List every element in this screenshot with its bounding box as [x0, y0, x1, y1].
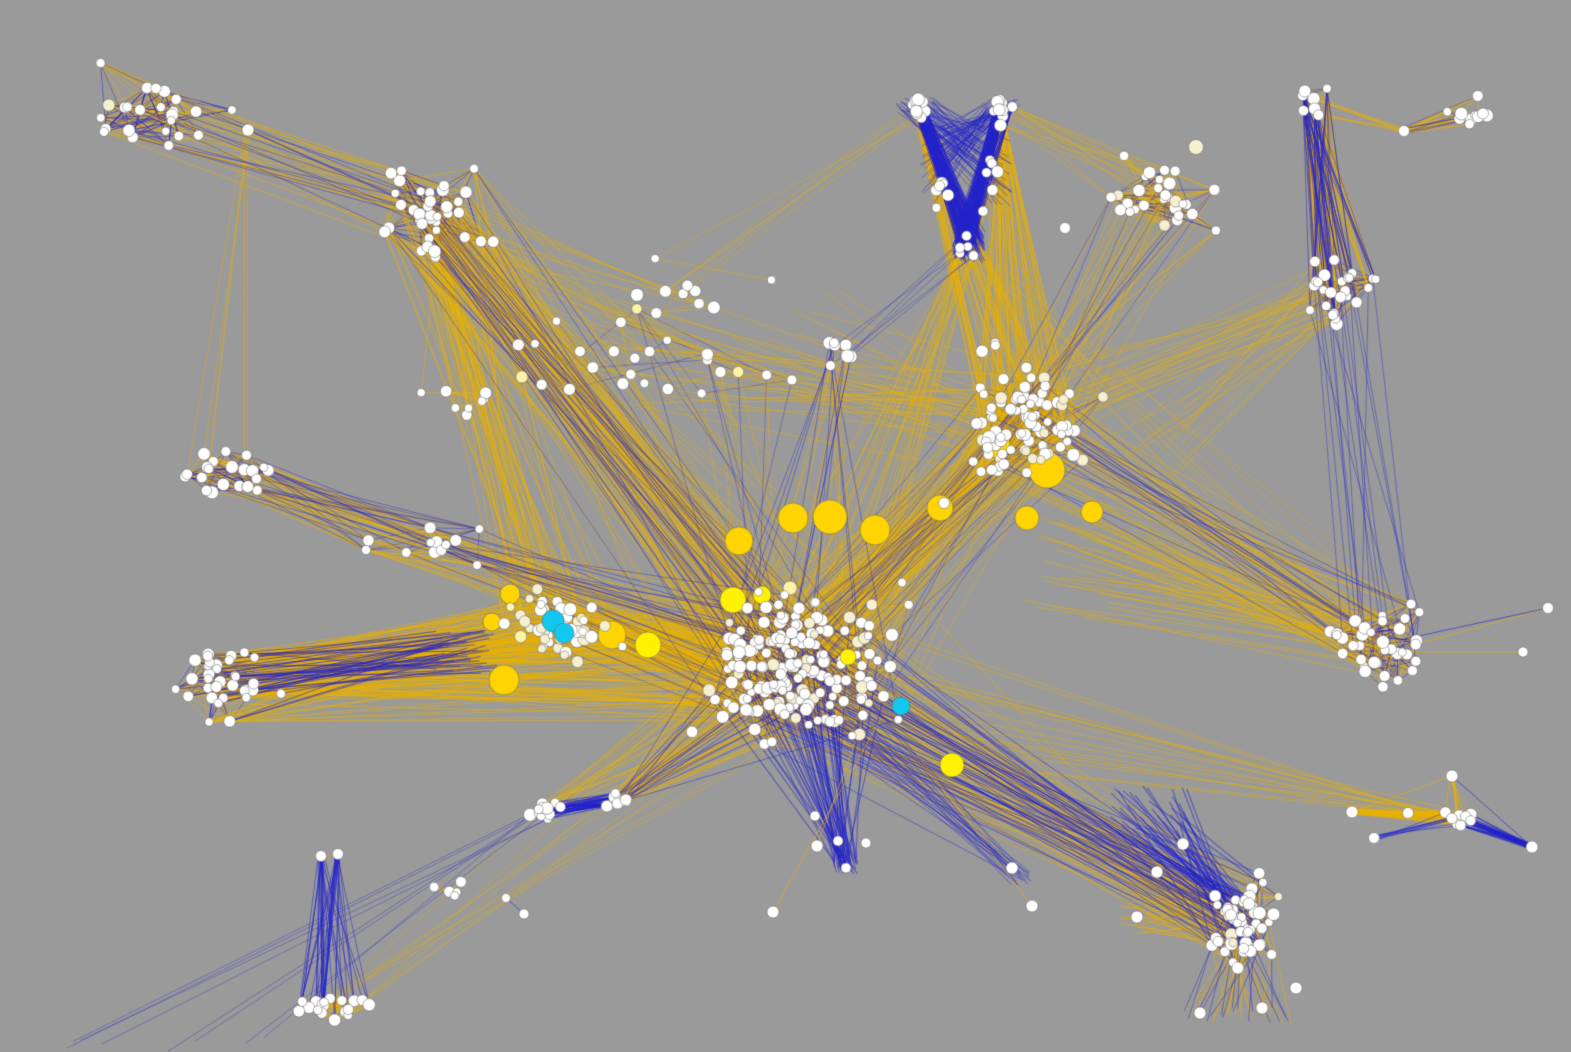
network-graph-canvas[interactable] [0, 0, 1571, 1052]
network-graph-figure [0, 0, 1571, 1052]
